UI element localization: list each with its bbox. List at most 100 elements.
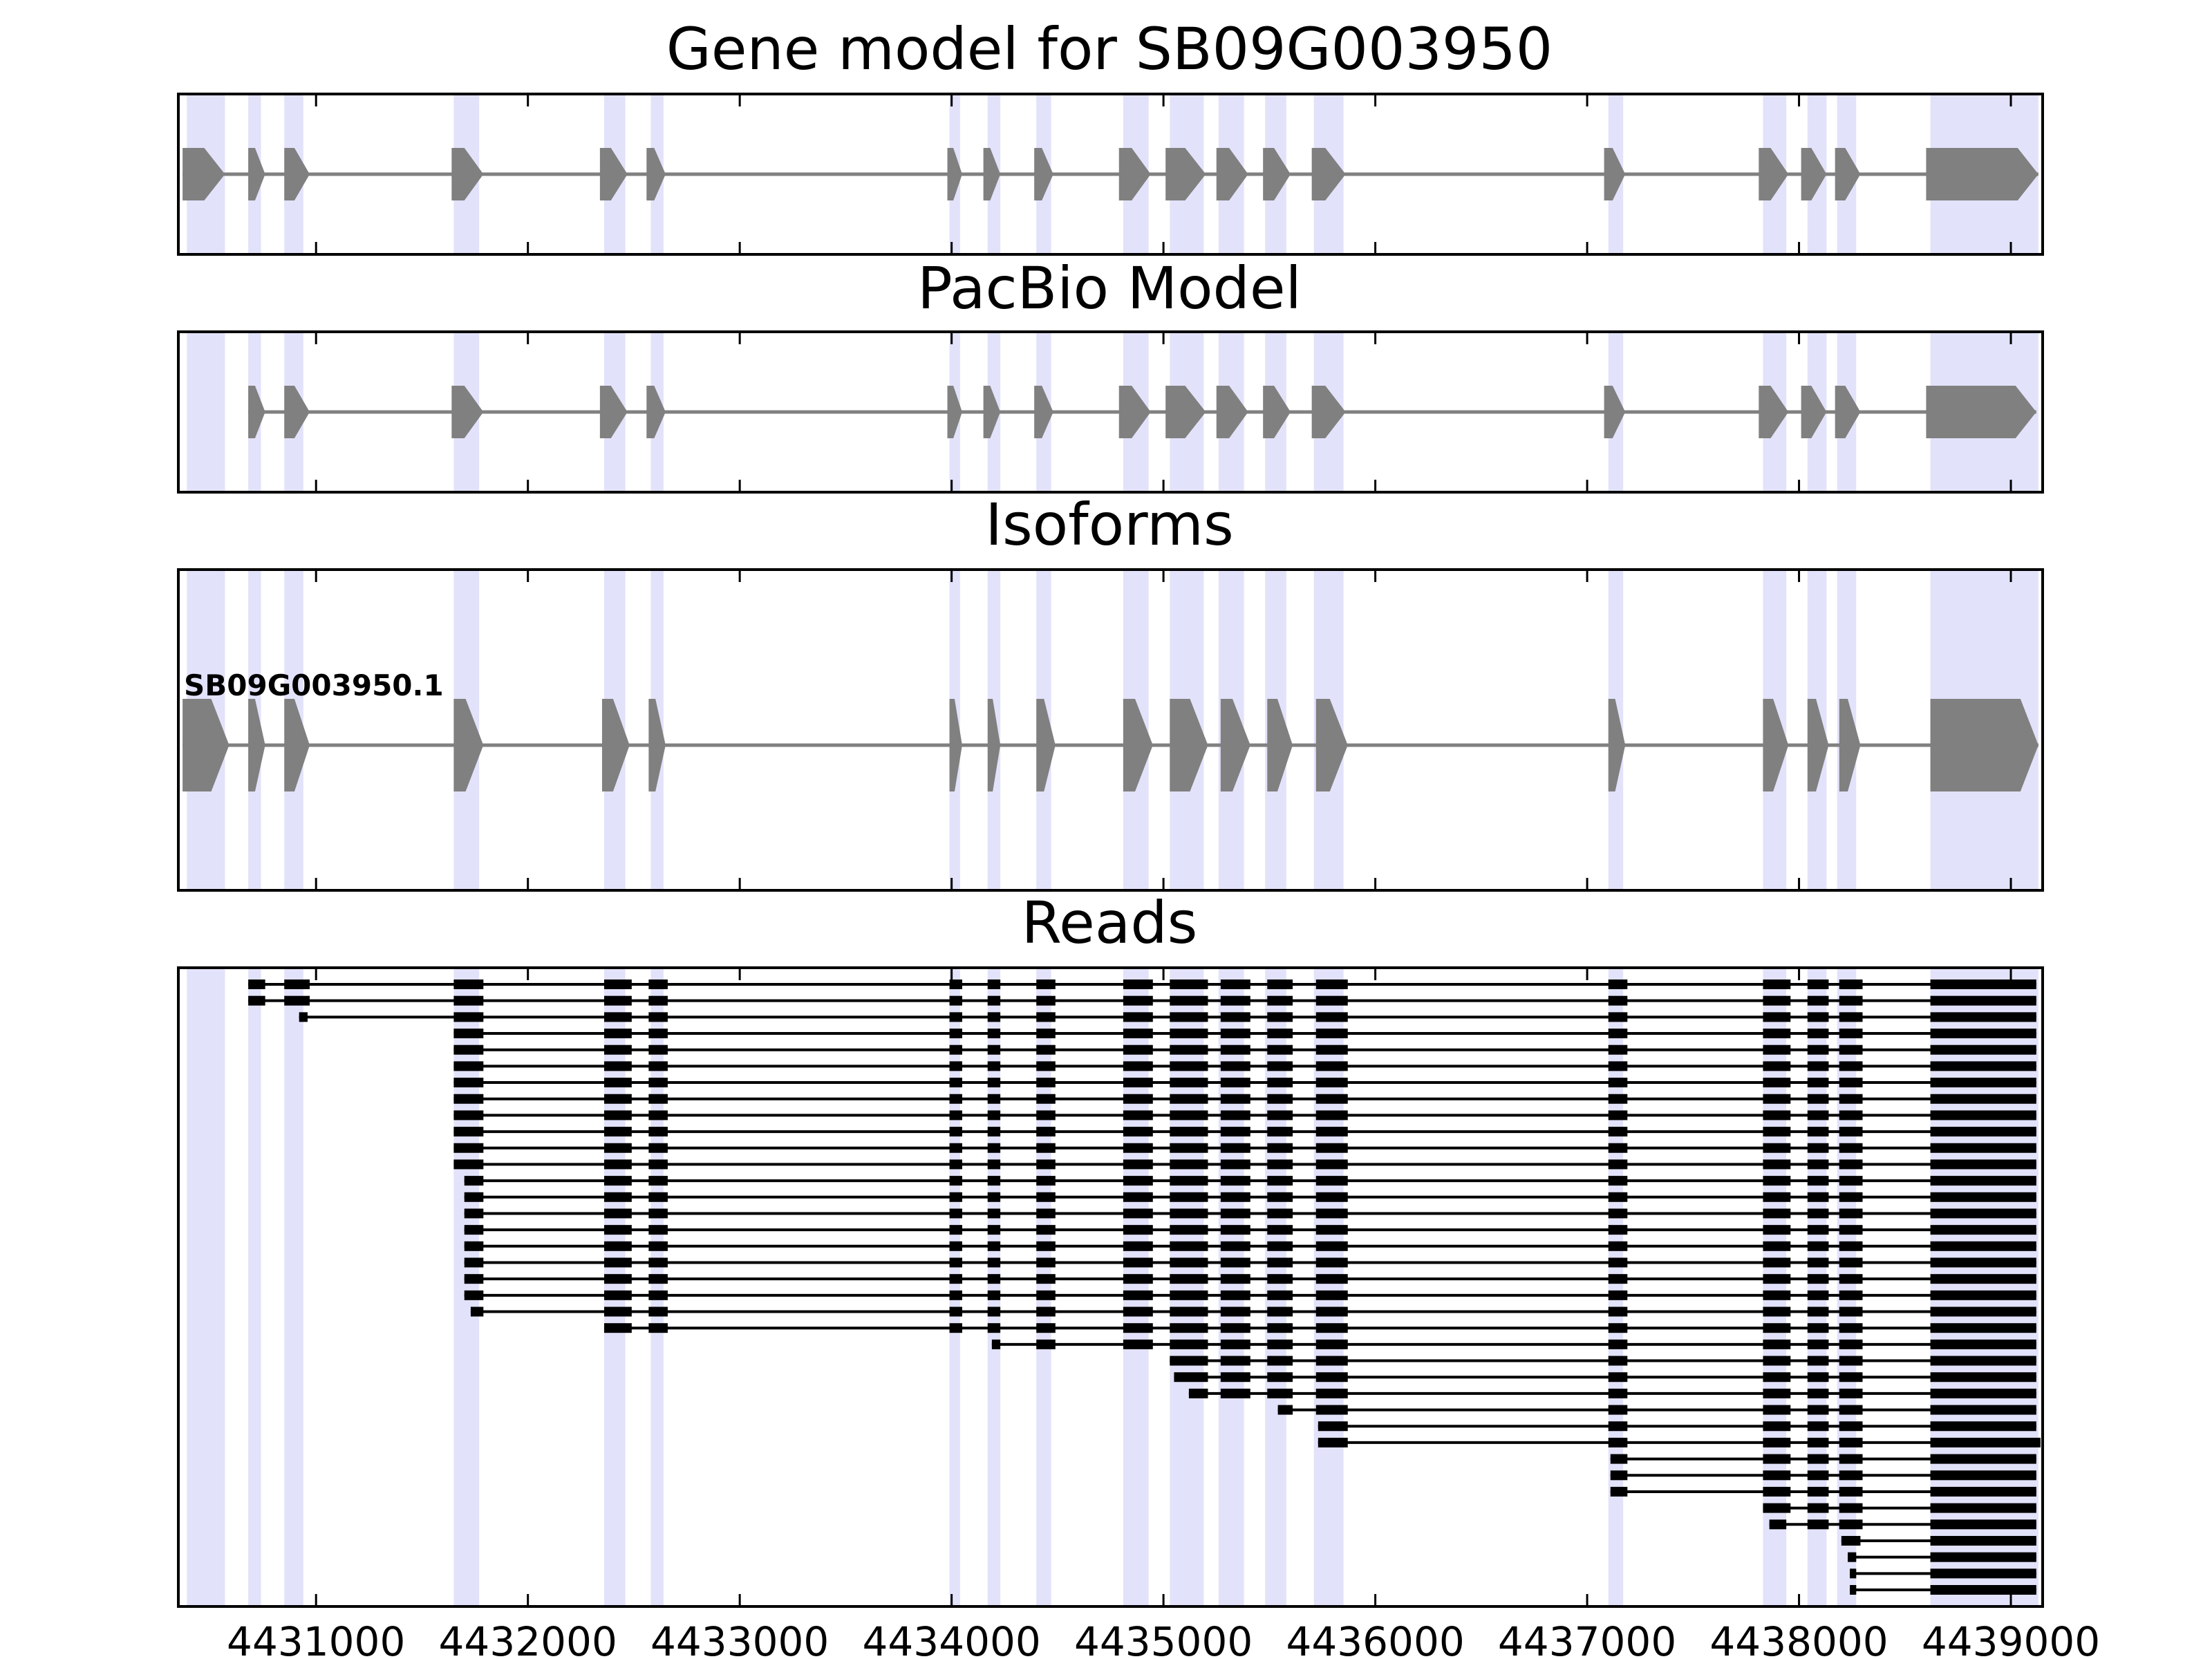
read-block xyxy=(1267,1029,1293,1039)
read-block xyxy=(1036,1012,1056,1022)
read-block xyxy=(1170,1029,1208,1039)
read-block xyxy=(1807,1388,1829,1398)
isoform-label: SB09G003950.1 xyxy=(184,668,444,702)
read-block xyxy=(1608,1061,1628,1071)
read-block xyxy=(1930,1110,2036,1121)
read-block xyxy=(1839,1421,1863,1432)
exon xyxy=(1926,148,2038,200)
read-block xyxy=(648,1127,668,1137)
read xyxy=(453,1159,2036,1170)
read-block xyxy=(1839,1454,1863,1464)
read-block xyxy=(1267,1143,1293,1153)
panel-title-gene-model: Gene model for SB09G003950 xyxy=(666,15,1553,83)
read-block xyxy=(1930,1044,2036,1055)
read-block xyxy=(1267,1225,1293,1235)
read-block xyxy=(987,1044,1001,1055)
read-block xyxy=(1036,1044,1056,1055)
read-block xyxy=(1763,1274,1791,1284)
read-block xyxy=(949,1176,962,1186)
read-block xyxy=(1608,1159,1628,1170)
read-block xyxy=(1807,1454,1829,1464)
read-block xyxy=(1930,1094,2036,1104)
exon xyxy=(1216,386,1248,438)
read-block xyxy=(1763,1486,1791,1497)
read-block xyxy=(1763,1470,1791,1481)
exon xyxy=(451,148,484,200)
read-block xyxy=(949,1323,962,1333)
read-block xyxy=(1839,1094,1863,1104)
read-block xyxy=(1930,1421,2036,1432)
read-block xyxy=(1807,1241,1829,1251)
read-block xyxy=(1036,1176,1056,1186)
read-block xyxy=(648,1257,668,1268)
read-block xyxy=(1123,1159,1153,1170)
read-block xyxy=(1036,1143,1056,1153)
read-block xyxy=(987,1029,1001,1039)
read-block xyxy=(1807,1306,1829,1317)
read-block xyxy=(1608,1290,1628,1300)
read-block xyxy=(1220,1061,1250,1071)
read xyxy=(470,1306,2036,1317)
read xyxy=(464,1241,2036,1251)
read-block xyxy=(1220,980,1250,989)
exon xyxy=(1604,386,1626,438)
highlight-region xyxy=(1218,968,1244,1606)
exon xyxy=(1165,148,1206,200)
read-block xyxy=(1170,1127,1208,1137)
exon xyxy=(1118,148,1151,200)
read-block xyxy=(1123,1192,1153,1202)
read-block xyxy=(1170,1306,1208,1317)
read-block xyxy=(949,1044,962,1055)
read xyxy=(1610,1454,2036,1464)
read-block xyxy=(1807,1061,1829,1071)
read-block xyxy=(1123,1127,1153,1137)
read-block xyxy=(1930,1078,2036,1088)
read-block xyxy=(1170,1110,1208,1121)
read xyxy=(1763,1503,2036,1513)
read-block xyxy=(464,1225,484,1235)
read-block xyxy=(987,1061,1001,1071)
panel-frame xyxy=(177,330,2044,494)
exon xyxy=(1604,148,1626,200)
panel-gene-model-content xyxy=(177,93,2044,256)
read xyxy=(1610,1470,2036,1481)
read-block xyxy=(1267,995,1293,1006)
x-tick-label: 4433000 xyxy=(650,1618,829,1659)
read-block xyxy=(1839,1290,1863,1300)
x-tick-label: 4434000 xyxy=(862,1618,1040,1659)
read-block xyxy=(1930,1519,2036,1530)
read-block xyxy=(604,1127,632,1137)
read-block xyxy=(648,1290,668,1300)
read-block xyxy=(949,980,962,989)
read-block xyxy=(453,980,484,989)
highlight-region xyxy=(284,968,303,1606)
read-block xyxy=(1839,1257,1863,1268)
read-block xyxy=(1220,1339,1250,1349)
read-block xyxy=(648,1044,668,1055)
read-block xyxy=(1608,1127,1628,1137)
read-block xyxy=(1930,980,2036,989)
read-block xyxy=(949,1143,962,1153)
read-block xyxy=(1839,1012,1863,1022)
read-block xyxy=(1267,1323,1293,1333)
read-block xyxy=(1763,1044,1791,1055)
read-block xyxy=(1930,1176,2036,1186)
read-block xyxy=(1220,1241,1250,1251)
read-block xyxy=(1608,1078,1628,1088)
read-block xyxy=(1267,1306,1293,1317)
read xyxy=(453,1061,2036,1071)
read-block xyxy=(1036,1094,1056,1104)
read-block xyxy=(1220,1323,1250,1333)
read-block xyxy=(1763,1127,1791,1137)
read-block xyxy=(949,1029,962,1039)
read-block xyxy=(987,1257,1001,1268)
read xyxy=(453,1078,2036,1088)
read-block xyxy=(1807,1044,1829,1055)
read-block xyxy=(1763,1339,1791,1349)
read-block xyxy=(1839,1143,1863,1153)
read-block xyxy=(1123,995,1153,1006)
exon xyxy=(451,386,484,438)
read-block xyxy=(1763,1159,1791,1170)
read-block xyxy=(1123,1110,1153,1121)
read-block xyxy=(1807,1405,1829,1415)
